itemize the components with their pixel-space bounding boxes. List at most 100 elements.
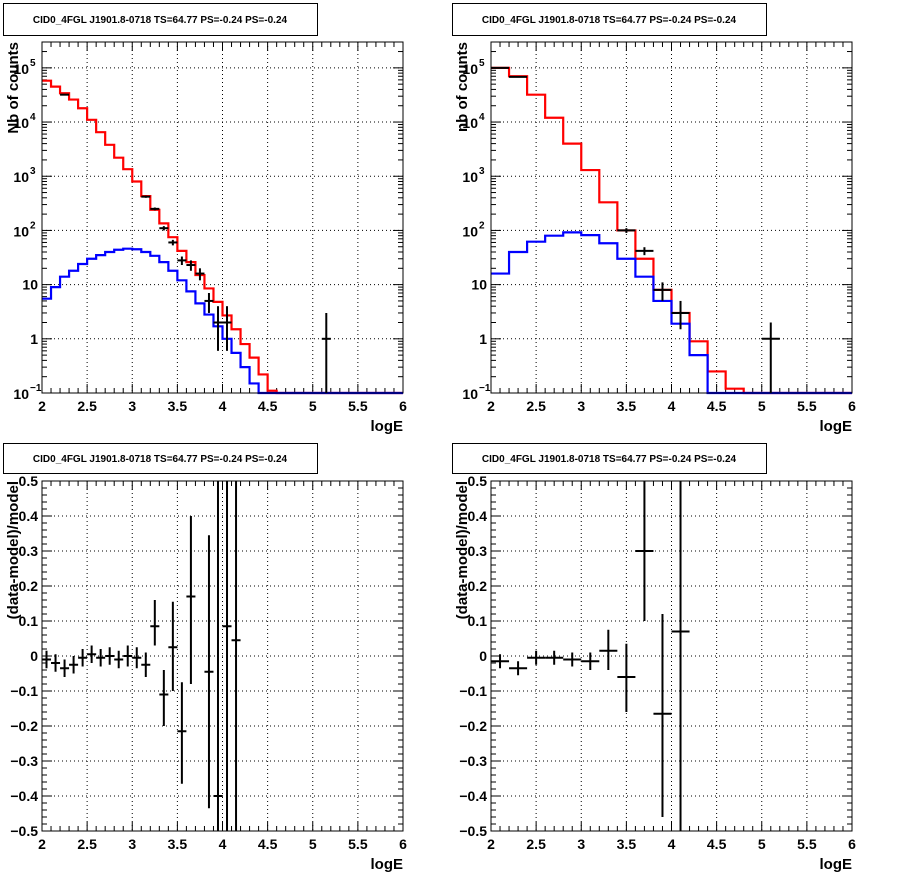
x-tick-label: 6 xyxy=(399,398,407,414)
title-box xyxy=(452,3,767,36)
x-tick-label: 3.5 xyxy=(617,836,637,852)
y-tick-label: 0.3 xyxy=(19,543,39,559)
x-tick-label: 5.5 xyxy=(348,398,368,414)
x-tick-label: 2 xyxy=(487,398,495,414)
x-tick-label: 5 xyxy=(309,398,317,414)
title-box xyxy=(452,443,767,474)
x-tick-label: 6 xyxy=(848,836,856,852)
panel-counts-left: CID0_4FGL J1901.8-0718 TS=64.77 PS=-0.24… xyxy=(3,3,407,435)
plot-frame xyxy=(490,480,853,832)
y-tick-label-exponent: 2 xyxy=(30,220,36,231)
y-tick-label: 0.4 xyxy=(468,508,488,524)
plot-frame xyxy=(490,41,853,394)
x-tick-label: 2.5 xyxy=(526,836,546,852)
y-tick-label-exponent: −1 xyxy=(30,383,42,394)
x-tick-label: 4 xyxy=(668,398,676,414)
x-axis-title: logE xyxy=(371,418,404,435)
x-tick-label: 2 xyxy=(487,836,495,852)
y-tick-label: 10 xyxy=(462,169,478,185)
y-tick-label: 10 xyxy=(13,61,29,77)
chart-title: CID0_4FGL J1901.8-0718 TS=64.77 PS=-0.24… xyxy=(33,15,288,26)
x-tick-label: 5.5 xyxy=(797,398,817,414)
x-tick-label: 3.5 xyxy=(168,836,188,852)
plot-frame xyxy=(41,41,404,394)
y-tick-label: 10 xyxy=(13,223,29,239)
panel-residuals-right: CID0_4FGL J1901.8-0718 TS=64.77 PS=-0.24… xyxy=(452,443,856,873)
x-tick-label: 4 xyxy=(668,836,676,852)
y-tick-label: 10 xyxy=(462,61,478,77)
y-axis-title: nb of counts xyxy=(454,42,471,132)
x-tick-label: 3 xyxy=(577,398,585,414)
x-tick-label: 4 xyxy=(219,398,227,414)
x-tick-label: 4 xyxy=(219,836,227,852)
y-tick-label: −0.1 xyxy=(459,683,487,699)
x-tick-label: 4.5 xyxy=(707,398,727,414)
y-axis-title: Nb of counts xyxy=(5,42,22,134)
y-tick-label: 0.5 xyxy=(19,473,39,489)
y-tick-label: 10 xyxy=(462,115,478,131)
y-tick-label-exponent: 4 xyxy=(479,112,485,123)
y-tick-label: 0.1 xyxy=(468,613,488,629)
y-tick-label: 10 xyxy=(22,277,38,293)
y-tick-label: 10 xyxy=(471,277,487,293)
chart-title: CID0_4FGL J1901.8-0718 TS=64.77 PS=-0.24… xyxy=(482,15,737,26)
y-tick-label: 0.5 xyxy=(468,473,488,489)
y-tick-label: −0.2 xyxy=(10,718,38,734)
x-tick-label: 5 xyxy=(758,398,766,414)
y-tick-label-exponent: 3 xyxy=(30,166,36,177)
panel-counts-right: CID0_4FGL J1901.8-0718 TS=64.77 PS=-0.24… xyxy=(452,3,856,435)
y-tick-label: 0 xyxy=(30,648,38,664)
chart-title: CID0_4FGL J1901.8-0718 TS=64.77 PS=-0.24… xyxy=(33,454,288,465)
y-axis-title: (data-model)/model xyxy=(5,481,22,619)
x-axis-title: logE xyxy=(371,856,404,873)
y-tick-label: 0 xyxy=(479,648,487,664)
y-tick-label: 0.2 xyxy=(468,578,488,594)
y-tick-label: 0.3 xyxy=(468,543,488,559)
y-tick-label: 0.2 xyxy=(19,578,39,594)
y-tick-label: −0.4 xyxy=(459,788,487,804)
y-tick-label: −0.5 xyxy=(459,823,487,839)
y-tick-label: 0.4 xyxy=(19,508,39,524)
y-tick-label: 1 xyxy=(30,331,38,347)
y-tick-label-exponent: 5 xyxy=(30,58,36,69)
y-tick-label: 10 xyxy=(13,115,29,131)
plot-frame xyxy=(41,480,404,832)
y-tick-label-exponent: 2 xyxy=(479,220,485,231)
y-tick-label-exponent: −1 xyxy=(479,383,491,394)
y-tick-label: −0.1 xyxy=(10,683,38,699)
y-tick-label-exponent: 5 xyxy=(479,58,485,69)
y-tick-label: 10 xyxy=(462,223,478,239)
x-tick-label: 3 xyxy=(577,836,585,852)
x-axis-title: logE xyxy=(820,856,853,873)
y-tick-label: 10 xyxy=(13,169,29,185)
y-tick-label: −0.5 xyxy=(10,823,38,839)
x-tick-label: 2 xyxy=(38,398,46,414)
x-tick-label: 2.5 xyxy=(526,398,546,414)
y-tick-label: 0.1 xyxy=(19,613,39,629)
x-tick-label: 2.5 xyxy=(77,398,97,414)
x-tick-label: 6 xyxy=(399,836,407,852)
y-tick-label-exponent: 3 xyxy=(479,166,485,177)
y-tick-label: 1 xyxy=(479,331,487,347)
title-box xyxy=(3,3,318,36)
x-tick-label: 6 xyxy=(848,398,856,414)
chart-title: CID0_4FGL J1901.8-0718 TS=64.77 PS=-0.24… xyxy=(482,454,737,465)
x-tick-label: 5 xyxy=(309,836,317,852)
x-tick-label: 3 xyxy=(128,398,136,414)
x-tick-label: 4.5 xyxy=(258,836,278,852)
y-tick-label: 10 xyxy=(462,386,478,402)
y-tick-label: −0.3 xyxy=(10,753,38,769)
y-axis-title: (data-model)/model xyxy=(454,481,471,619)
x-tick-label: 2.5 xyxy=(77,836,97,852)
x-tick-label: 4.5 xyxy=(707,836,727,852)
x-axis-title: logE xyxy=(820,418,853,435)
title-box xyxy=(3,443,318,474)
x-tick-label: 5.5 xyxy=(797,836,817,852)
x-tick-label: 3 xyxy=(128,836,136,852)
y-tick-label: 10 xyxy=(13,386,29,402)
y-tick-label: −0.3 xyxy=(459,753,487,769)
y-tick-label-exponent: 4 xyxy=(30,112,36,123)
x-tick-label: 5 xyxy=(758,836,766,852)
x-tick-label: 4.5 xyxy=(258,398,278,414)
